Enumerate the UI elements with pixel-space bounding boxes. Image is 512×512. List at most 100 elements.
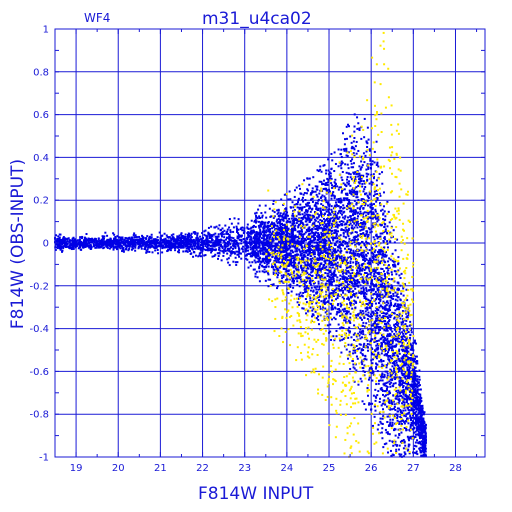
data-point bbox=[383, 395, 386, 398]
data-point bbox=[341, 275, 344, 278]
data-point bbox=[221, 230, 224, 233]
data-point bbox=[353, 338, 356, 341]
data-point bbox=[259, 223, 262, 226]
data-point bbox=[373, 292, 376, 295]
data-point bbox=[309, 214, 312, 217]
data-point bbox=[306, 177, 309, 180]
data-point bbox=[169, 249, 172, 252]
data-point bbox=[394, 360, 397, 363]
data-point bbox=[331, 288, 334, 291]
data-point bbox=[296, 206, 299, 209]
data-point bbox=[349, 160, 352, 163]
data-point bbox=[312, 290, 315, 293]
data-point bbox=[414, 399, 417, 402]
data-point bbox=[139, 237, 142, 240]
data-point bbox=[197, 255, 200, 258]
data-point bbox=[222, 254, 225, 257]
data-point bbox=[341, 308, 344, 311]
data-point bbox=[271, 227, 274, 230]
data-point bbox=[394, 371, 397, 374]
data-point bbox=[343, 319, 346, 322]
data-point bbox=[381, 417, 384, 420]
data-point bbox=[194, 242, 197, 245]
data-point bbox=[342, 240, 345, 243]
data-point bbox=[167, 244, 170, 247]
data-point bbox=[128, 237, 131, 240]
data-point bbox=[106, 246, 109, 249]
data-point bbox=[383, 236, 386, 239]
data-point bbox=[243, 229, 246, 232]
data-point bbox=[421, 442, 424, 445]
data-point bbox=[373, 325, 376, 328]
data-point bbox=[368, 228, 371, 231]
data-point bbox=[407, 331, 410, 334]
data-point bbox=[298, 303, 301, 306]
data-point bbox=[398, 331, 401, 334]
data-point bbox=[278, 241, 281, 244]
data-point bbox=[253, 254, 256, 257]
data-point bbox=[341, 296, 344, 299]
data-point bbox=[396, 416, 399, 419]
data-point bbox=[408, 368, 411, 371]
data-point bbox=[394, 373, 397, 376]
data-point bbox=[311, 244, 314, 247]
data-point bbox=[122, 250, 125, 253]
data-point bbox=[353, 241, 356, 244]
data-point bbox=[403, 372, 406, 375]
data-point bbox=[387, 397, 390, 400]
data-point bbox=[299, 265, 302, 268]
data-point bbox=[103, 235, 106, 238]
data-point bbox=[115, 239, 118, 242]
data-point bbox=[362, 254, 365, 257]
data-point bbox=[331, 220, 334, 223]
data-point bbox=[336, 276, 339, 279]
data-point bbox=[296, 247, 299, 250]
data-point bbox=[385, 313, 388, 316]
data-point bbox=[333, 197, 336, 200]
data-point bbox=[354, 287, 357, 290]
data-point bbox=[354, 300, 357, 303]
data-point bbox=[312, 236, 315, 239]
data-point bbox=[164, 237, 167, 240]
data-point bbox=[167, 240, 170, 243]
data-point bbox=[365, 322, 368, 325]
data-point bbox=[376, 428, 379, 431]
data-point bbox=[72, 240, 75, 243]
data-point bbox=[367, 138, 370, 141]
data-point bbox=[230, 236, 233, 239]
data-point bbox=[184, 245, 187, 248]
data-point bbox=[352, 205, 355, 208]
data-point bbox=[170, 239, 173, 242]
data-point bbox=[339, 153, 342, 156]
data-point bbox=[256, 231, 259, 234]
data-point bbox=[277, 258, 280, 261]
data-point bbox=[337, 217, 340, 220]
data-point bbox=[331, 306, 334, 309]
data-point bbox=[358, 129, 361, 132]
data-point bbox=[170, 234, 173, 237]
data-point bbox=[212, 248, 215, 251]
data-point bbox=[75, 240, 78, 243]
data-point bbox=[371, 224, 374, 227]
data-point bbox=[396, 288, 399, 291]
data-point bbox=[245, 242, 248, 245]
data-point bbox=[366, 252, 369, 255]
data-point bbox=[237, 237, 240, 240]
data-point bbox=[385, 328, 388, 331]
data-point bbox=[384, 287, 387, 290]
data-point bbox=[365, 290, 368, 293]
data-point bbox=[316, 169, 319, 172]
data-point bbox=[329, 269, 332, 272]
data-point bbox=[119, 244, 122, 247]
data-point bbox=[314, 310, 317, 313]
data-point bbox=[343, 229, 346, 232]
data-point bbox=[332, 219, 335, 222]
data-point bbox=[180, 233, 183, 236]
data-point bbox=[137, 247, 140, 250]
data-point bbox=[388, 433, 391, 436]
data-point bbox=[314, 247, 317, 250]
data-point bbox=[376, 277, 379, 280]
data-point bbox=[284, 262, 287, 265]
data-point bbox=[331, 253, 334, 256]
data-point bbox=[232, 243, 235, 246]
